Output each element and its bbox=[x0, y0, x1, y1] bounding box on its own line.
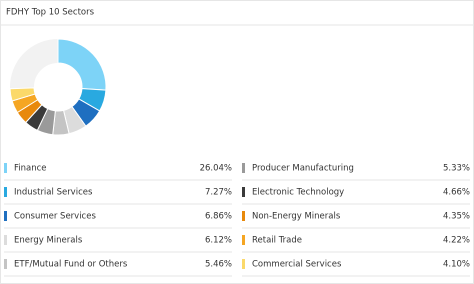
value-label: 4.10% bbox=[443, 260, 470, 270]
slice bbox=[9, 87, 36, 102]
chart-title: FDHY Top 10 Sectors bbox=[6, 8, 95, 18]
legend-swatch bbox=[4, 211, 7, 221]
legend-swatch bbox=[4, 187, 7, 197]
legend-swatch bbox=[242, 187, 245, 197]
value-label: 4.35% bbox=[443, 212, 470, 222]
legend-label: Energy Minerals bbox=[14, 236, 83, 246]
legend-label: Finance bbox=[14, 164, 47, 174]
legend-swatch bbox=[242, 259, 245, 269]
value-label: 4.22% bbox=[443, 236, 470, 246]
legend-label: Producer Manufacturing bbox=[252, 164, 354, 174]
legend-label: Commercial Services bbox=[252, 260, 342, 270]
legend-label: Consumer Services bbox=[14, 212, 96, 222]
legend-label: Retail Trade bbox=[252, 236, 302, 246]
value-label: 26.04% bbox=[200, 164, 232, 174]
value-label: 5.46% bbox=[205, 260, 232, 270]
value-label: 6.86% bbox=[205, 212, 232, 222]
legend-swatch bbox=[242, 235, 245, 245]
legend-label: Industrial Services bbox=[14, 188, 93, 198]
legend-label: Electronic Technology bbox=[252, 188, 344, 198]
value-label: 6.12% bbox=[205, 236, 232, 246]
value-label: 4.66% bbox=[443, 188, 470, 198]
legend-label: Non-Energy Minerals bbox=[252, 212, 341, 222]
legend-swatch bbox=[4, 235, 7, 245]
legend-swatch bbox=[4, 259, 7, 269]
value-label: 5.33% bbox=[443, 164, 470, 174]
value-label: 7.27% bbox=[205, 188, 232, 198]
legend-swatch bbox=[4, 163, 7, 173]
legend-label: ETF/Mutual Fund or Others bbox=[14, 260, 128, 270]
legend-swatch bbox=[242, 163, 245, 173]
legend-swatch bbox=[242, 211, 245, 221]
